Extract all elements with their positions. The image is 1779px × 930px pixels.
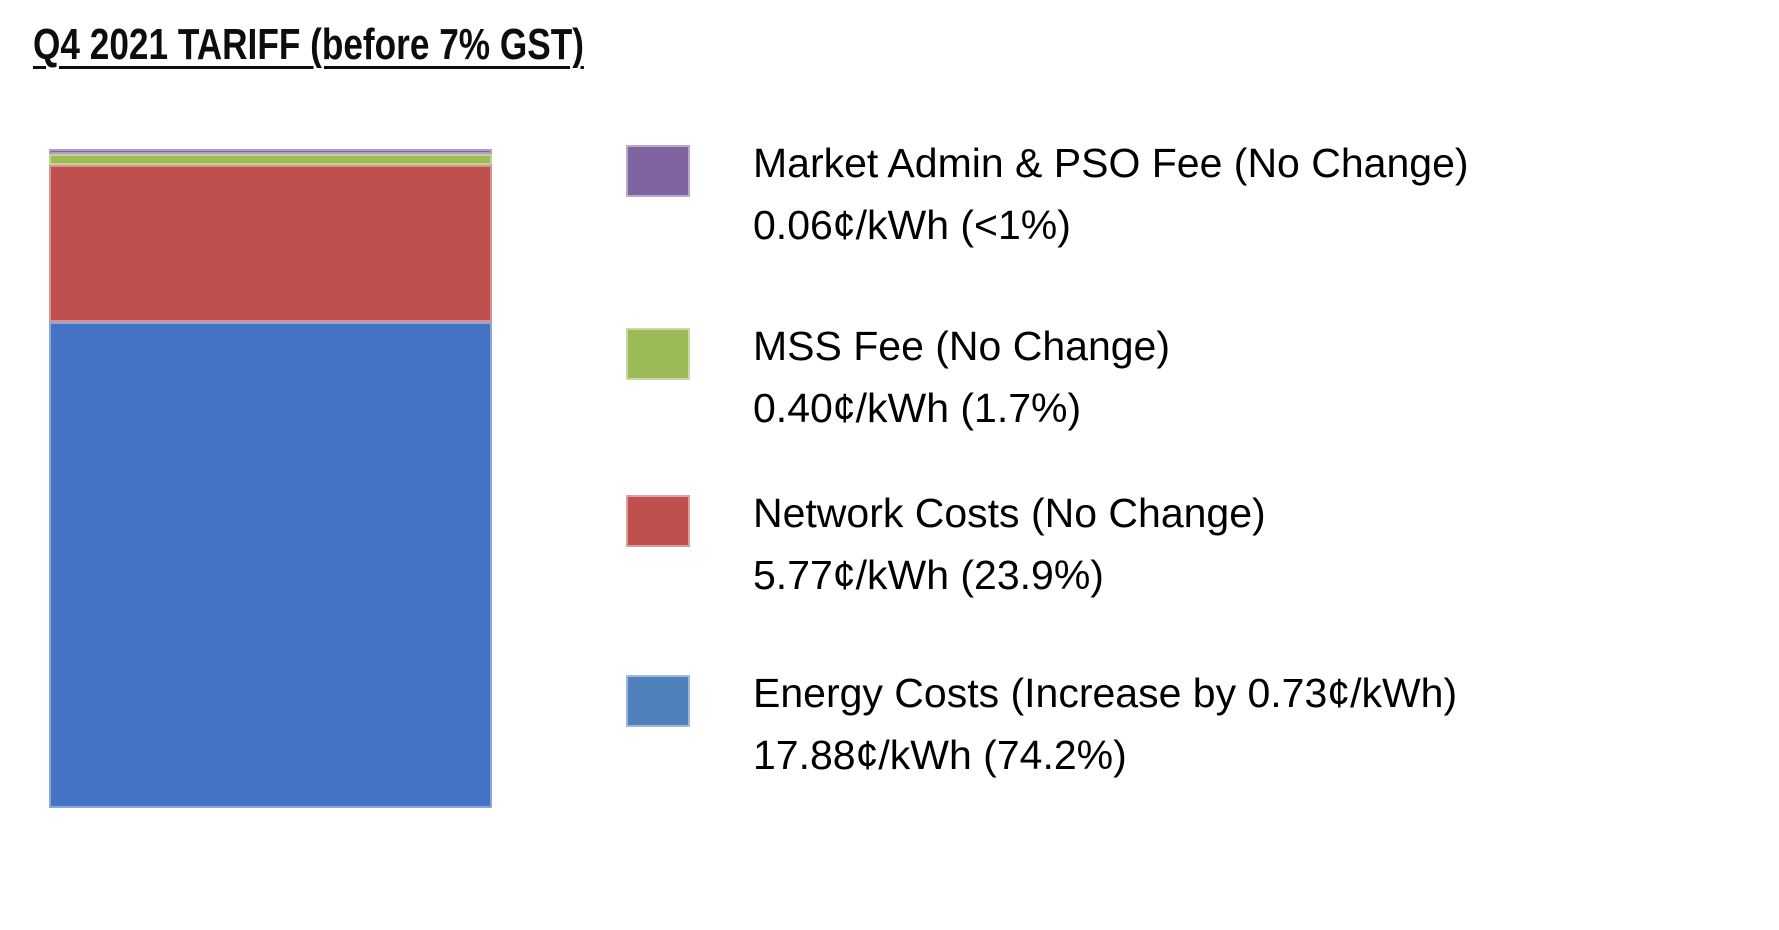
- legend-text-block: MSS Fee (No Change) 0.40¢/kWh (1.7%): [753, 315, 1170, 439]
- legend-swatch-market-admin-pso-fee: [626, 145, 690, 197]
- bar-segment-energy-costs: [49, 322, 492, 808]
- legend-item-value: 17.88¢/kWh (74.2%): [753, 732, 1127, 778]
- legend-item-value: 0.06¢/kWh (<1%): [753, 202, 1071, 248]
- legend-item-value: 5.77¢/kWh (23.9%): [753, 552, 1104, 598]
- legend-swatch-mss-fee: [626, 328, 690, 380]
- legend-text-block: Market Admin & PSO Fee (No Change) 0.06¢…: [753, 132, 1469, 256]
- stacked-bar: [49, 149, 492, 808]
- legend-item-label: Energy Costs (Increase by 0.73¢/kWh): [753, 670, 1458, 716]
- legend-item-energy-costs: Energy Costs (Increase by 0.73¢/kWh) 17.…: [626, 662, 1457, 786]
- page-title: Q4 2021 TARIFF (before 7% GST): [33, 20, 584, 69]
- bar-segment-mss-fee: [49, 154, 492, 165]
- bar-segment-network-costs: [49, 165, 492, 322]
- legend-item-market-admin-pso-fee: Market Admin & PSO Fee (No Change) 0.06¢…: [626, 132, 1469, 256]
- bar-segment-market-admin-pso-fee: [49, 149, 492, 154]
- legend-item-label: Market Admin & PSO Fee (No Change): [753, 140, 1469, 186]
- legend-text-block: Network Costs (No Change) 5.77¢/kWh (23.…: [753, 482, 1266, 606]
- legend-swatch-energy-costs: [626, 675, 690, 727]
- legend-text-block: Energy Costs (Increase by 0.73¢/kWh) 17.…: [753, 662, 1457, 786]
- legend-item-label: Network Costs (No Change): [753, 490, 1266, 536]
- legend-item-network-costs: Network Costs (No Change) 5.77¢/kWh (23.…: [626, 482, 1266, 606]
- legend-item-value: 0.40¢/kWh (1.7%): [753, 385, 1082, 431]
- legend-item-label: MSS Fee (No Change): [753, 323, 1171, 369]
- legend-item-mss-fee: MSS Fee (No Change) 0.40¢/kWh (1.7%): [626, 315, 1170, 439]
- legend-swatch-network-costs: [626, 495, 690, 547]
